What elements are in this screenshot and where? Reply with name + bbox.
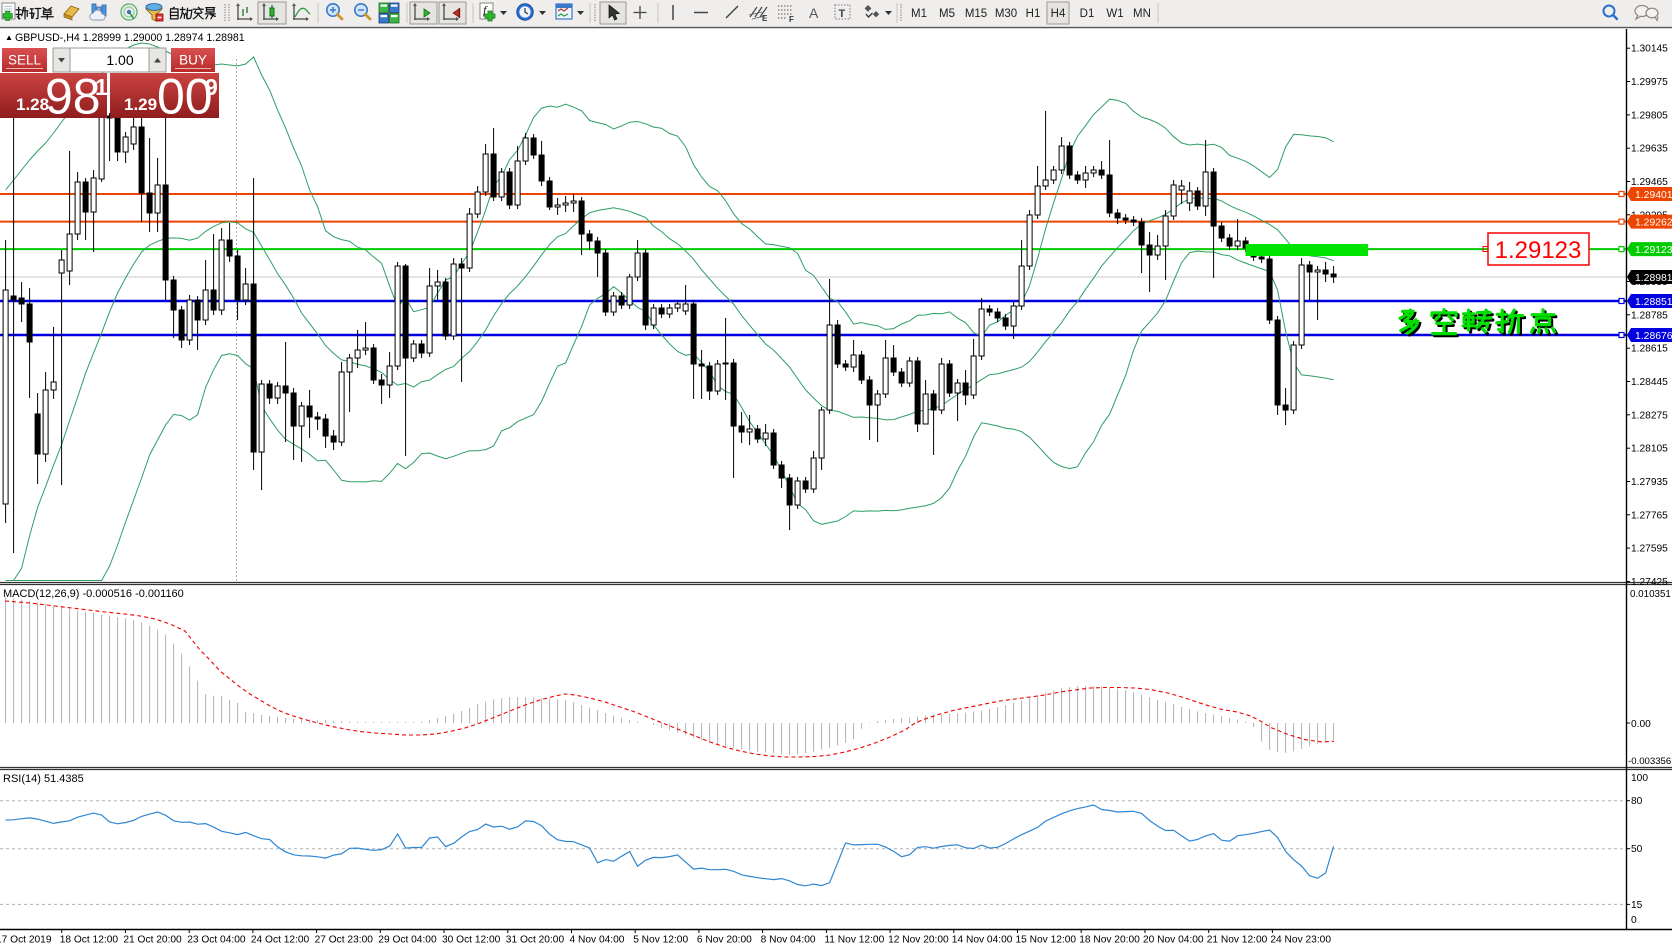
svg-text:23 Oct 04:00: 23 Oct 04:00 [187,935,246,946]
svg-text:RSI(14) 51.4385: RSI(14) 51.4385 [3,773,84,785]
svg-text:1.29975: 1.29975 [1631,77,1668,88]
svg-text:11 Nov 12:00: 11 Nov 12:00 [824,935,884,946]
svg-text:1.29262: 1.29262 [1635,217,1672,228]
svg-text:M1: M1 [911,8,927,20]
svg-text:15: 15 [1631,900,1643,911]
svg-text:30 Oct 12:00: 30 Oct 12:00 [442,935,501,946]
svg-text:0: 0 [1631,915,1637,926]
svg-text:1.29123: 1.29123 [1495,237,1582,264]
svg-text:18 Nov 20:00: 18 Nov 20:00 [1079,935,1140,946]
svg-text:31 Oct 20:00: 31 Oct 20:00 [506,935,565,946]
svg-text:0.010351: 0.010351 [1630,589,1671,600]
svg-text:1.29: 1.29 [124,95,157,114]
svg-text:14 Nov 04:00: 14 Nov 04:00 [952,935,1013,946]
svg-text:1.28105: 1.28105 [1631,444,1668,455]
svg-text:T: T [839,8,846,20]
svg-text:24 Nov 23:00: 24 Nov 23:00 [1270,935,1331,946]
svg-text:M30: M30 [995,8,1017,20]
svg-text:27 Oct 23:00: 27 Oct 23:00 [315,935,374,946]
svg-text:5 Nov 12:00: 5 Nov 12:00 [633,935,688,946]
svg-text:6 Nov 20:00: 6 Nov 20:00 [697,935,752,946]
svg-text:F: F [789,15,794,24]
svg-text:MACD(12,26,9) -0.000516 -0.001: MACD(12,26,9) -0.000516 -0.001160 [3,588,184,600]
svg-text:24 Oct 12:00: 24 Oct 12:00 [251,935,310,946]
svg-text:1.28: 1.28 [16,95,49,114]
svg-text:-0.003356: -0.003356 [1628,756,1671,767]
svg-text:1.27595: 1.27595 [1631,544,1668,555]
svg-text:W1: W1 [1106,8,1123,20]
svg-text:1.27425: 1.27425 [1631,577,1668,588]
svg-text:BUY: BUY [179,53,207,68]
svg-text:M5: M5 [939,8,955,20]
svg-text:H4: H4 [1051,8,1066,20]
svg-text:9: 9 [205,74,218,100]
svg-text:1.29123: 1.29123 [1635,245,1672,256]
svg-text:50: 50 [1631,844,1643,855]
svg-text:15 Nov 12:00: 15 Nov 12:00 [1016,935,1077,946]
svg-text:1: 1 [95,74,108,100]
svg-text:D1: D1 [1080,8,1095,20]
svg-text:1.28851: 1.28851 [1635,297,1672,308]
svg-text:GBPUSD-,H4 1.28999 1.29000 1.: GBPUSD-,H4 1.28999 1.29000 1.28974 1.289… [15,32,245,44]
svg-text:1.28785: 1.28785 [1631,310,1668,321]
svg-text:80: 80 [1631,796,1643,807]
svg-text:8 Nov 04:00: 8 Nov 04:00 [761,935,816,946]
svg-text:E: E [762,14,768,23]
svg-text:20 Nov 04:00: 20 Nov 04:00 [1143,935,1204,946]
svg-text:1.28615: 1.28615 [1631,344,1668,355]
svg-text:M15: M15 [965,8,987,20]
svg-text:1.30145: 1.30145 [1631,44,1668,55]
svg-text:MN: MN [1133,8,1151,20]
svg-text:1.28445: 1.28445 [1631,377,1668,388]
svg-text:100: 100 [1631,773,1648,784]
svg-text:1.28676: 1.28676 [1635,331,1672,342]
svg-text:H1: H1 [1026,8,1041,20]
svg-text:98: 98 [45,69,101,125]
svg-text:1.27765: 1.27765 [1631,510,1668,521]
svg-text:12 Nov 20:00: 12 Nov 20:00 [888,935,949,946]
svg-text:29 Oct 04:00: 29 Oct 04:00 [378,935,437,946]
svg-text:00: 00 [157,69,213,125]
svg-text:A: A [809,5,819,21]
svg-text:21 Nov 12:00: 21 Nov 12:00 [1207,935,1268,946]
svg-text:1.27935: 1.27935 [1631,477,1668,488]
svg-text:f: f [483,3,488,17]
svg-text:1.29635: 1.29635 [1631,144,1668,155]
svg-text:18 Oct 12:00: 18 Oct 12:00 [60,935,119,946]
svg-text:1.29465: 1.29465 [1631,177,1668,188]
svg-text:1.29401: 1.29401 [1635,190,1672,201]
svg-text:1.28981: 1.28981 [1635,273,1672,284]
svg-text:21 Oct 20:00: 21 Oct 20:00 [123,935,182,946]
svg-text:17 Oct 2019: 17 Oct 2019 [0,935,52,946]
svg-text:4 Nov 04:00: 4 Nov 04:00 [570,935,625,946]
svg-text:0.00: 0.00 [1631,719,1651,730]
svg-text:1.00: 1.00 [106,52,133,68]
svg-text:1.28275: 1.28275 [1631,410,1668,421]
svg-text:1.29805: 1.29805 [1631,110,1668,121]
svg-text:SELL: SELL [8,53,42,68]
